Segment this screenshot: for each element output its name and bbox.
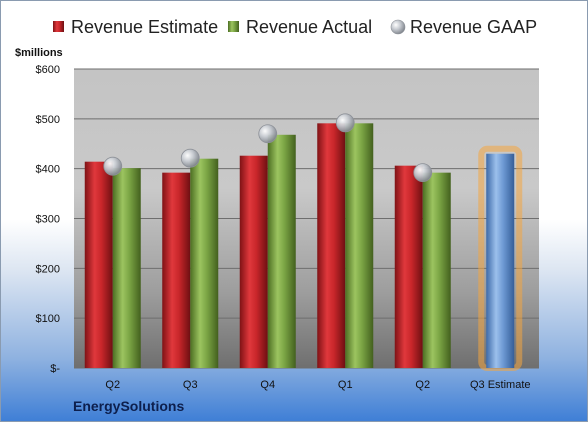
legend-item: Revenue Estimate: [53, 17, 218, 37]
x-tick-label: Q3: [183, 379, 198, 391]
legend-label: Revenue GAAP: [410, 17, 537, 37]
x-axis-labels: Q2 Q3 Q4 Q1 Q2 Q3 Estimate: [105, 379, 530, 391]
company-name: EnergySolutions: [73, 398, 185, 414]
bar-revenue-actual: [190, 158, 219, 368]
legend-label: Revenue Estimate: [71, 17, 218, 37]
x-tick-label: Q2: [105, 379, 120, 391]
y-axis-ticks: $- $100 $200 $300 $400 $500 $600: [36, 64, 61, 375]
legend-item: Revenue GAAP: [390, 17, 537, 37]
legend-item: Revenue Actual: [228, 17, 372, 37]
x-tick-label: Q3 Estimate: [470, 379, 531, 391]
legend-swatch: [390, 19, 406, 35]
legend-swatch: [228, 21, 239, 32]
x-tick-label: Q4: [260, 379, 275, 391]
gaap-markers: [103, 113, 433, 183]
y-tick-label: $600: [36, 64, 60, 76]
marker-revenue-gaap: [335, 113, 355, 133]
bar-revenue-estimate: [394, 165, 423, 368]
y-tick-label: $300: [36, 214, 60, 226]
y-tick-label: $100: [36, 313, 60, 325]
bar-revenue-actual: [345, 123, 374, 369]
y-axis-unit-label: $millions: [15, 47, 63, 59]
bar-revenue-estimate: [84, 161, 113, 368]
bar-revenue-actual: [267, 134, 296, 368]
marker-revenue-gaap: [180, 148, 200, 168]
x-tick-label: Q1: [338, 379, 353, 391]
bar-revenue-estimate: [317, 123, 346, 369]
legend-label: Revenue Actual: [246, 17, 372, 37]
bar-revenue-estimate: [162, 172, 191, 368]
bars: [84, 123, 523, 371]
y-tick-label: $-: [50, 363, 60, 375]
y-tick-label: $400: [36, 164, 60, 176]
legend: Revenue Estimate Revenue Actual Revenue GA…: [53, 17, 537, 37]
legend-swatch: [53, 21, 64, 32]
marker-revenue-gaap: [413, 163, 433, 183]
bar-q3-estimate: [486, 153, 515, 368]
gridlines: [74, 68, 539, 369]
bar-revenue-estimate: [239, 155, 268, 368]
marker-revenue-gaap: [103, 156, 123, 176]
marker-revenue-gaap: [258, 124, 278, 144]
bar-revenue-actual: [112, 168, 141, 368]
bar-revenue-actual: [422, 172, 451, 368]
y-tick-label: $500: [36, 114, 60, 126]
x-tick-label: Q2: [415, 379, 430, 391]
y-tick-label: $200: [36, 263, 60, 275]
